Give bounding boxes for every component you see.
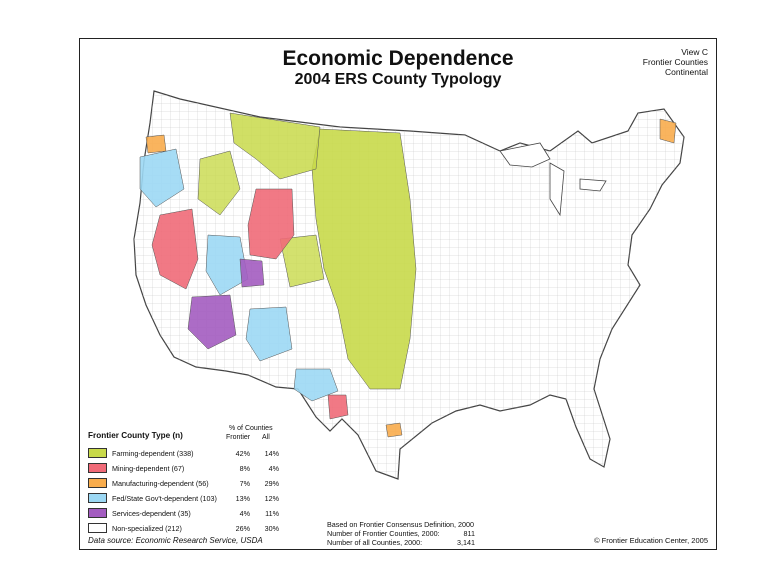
region-mining-texas (327, 394, 349, 420)
legend-row-farming: Farming-dependent (338) 42% 14% (88, 448, 280, 460)
legend-row-government: Fed/State Gov't-dependent (103) 13% 12% (88, 493, 280, 505)
legend-pct-all: 4% (268, 464, 279, 473)
legend-row-mining: Mining-dependent (67) 8% 4% (88, 463, 280, 475)
region-government-newmexico (245, 306, 293, 362)
legend-label: Fed/State Gov't-dependent (103) (112, 494, 217, 503)
view-label: View C Frontier Counties Continental (643, 47, 708, 77)
notes-frontier-count: Number of Frontier Counties, 2000: 811 (327, 529, 475, 538)
legend: Frontier County Type (n) % of Counties F… (82, 419, 282, 533)
great-lakes (499, 142, 607, 217)
legend-swatch-services (88, 508, 107, 518)
legend-header-all: All (262, 434, 270, 441)
legend-swatch-manufacturing (88, 478, 107, 488)
region-mining-nevada (151, 208, 199, 290)
region-services-colorado (239, 258, 265, 288)
view-line-1: View C (681, 47, 708, 57)
map-frame: Economic Dependence 2004 ERS County Typo… (79, 38, 717, 550)
region-farming-idaho (197, 150, 241, 216)
notes-frontier-value: 811 (463, 529, 475, 538)
legend-label: Services-dependent (35) (112, 509, 191, 518)
legend-label: Mining-dependent (67) (112, 464, 185, 473)
notes-frontier-label: Number of Frontier Counties, 2000: (327, 529, 440, 538)
legend-label: Farming-dependent (338) (112, 449, 194, 458)
legend-swatch-mining (88, 463, 107, 473)
region-government-west (139, 148, 185, 208)
notes-all-label: Number of all Counties, 2000: (327, 538, 423, 547)
legend-header-frontier: Frontier (226, 434, 251, 441)
view-line-2: Frontier Counties (642, 57, 708, 67)
notes-line-1: Based on Frontier Consensus Definition, … (327, 520, 475, 529)
map-title: Economic Dependence (282, 47, 514, 70)
legend-swatch-government (88, 493, 107, 503)
legend-header-percent: % of Counties (229, 425, 273, 432)
legend-pct-frontier: 7% (239, 479, 250, 488)
legend-pct-all: 29% (264, 479, 279, 488)
legend-pct-all: 12% (264, 494, 279, 503)
us-county-map (133, 90, 685, 480)
legend-swatch-nonspecialized (88, 523, 107, 533)
copyright: © Frontier Education Center, 2005 (594, 536, 708, 545)
view-line-3: Continental (664, 67, 708, 77)
notes-all-value: 3,141 (457, 538, 475, 547)
map-subtitle: 2004 ERS County Typology (294, 71, 502, 88)
legend-label: Non-specialized (212) (112, 524, 182, 533)
legend-swatch-farming (88, 448, 107, 458)
legend-pct-all: 30% (264, 524, 279, 533)
legend-pct-frontier: 13% (235, 494, 250, 503)
legend-pct-frontier: 8% (239, 464, 250, 473)
legend-label: Manufacturing-dependent (56) (112, 479, 209, 488)
legend-row-services: Services-dependent (35) 4% 11% (88, 508, 280, 520)
definition-notes: Based on Frontier Consensus Definition, … (327, 520, 475, 547)
legend-pct-frontier: 26% (235, 524, 250, 533)
notes-all-count: Number of all Counties, 2000: 3,141 (327, 538, 475, 547)
region-government-utah (205, 234, 249, 296)
region-government-texas (293, 368, 339, 402)
legend-pct-frontier: 4% (239, 509, 250, 518)
legend-row-manufacturing: Manufacturing-dependent (56) 7% 29% (88, 478, 280, 490)
region-farming-plains (311, 128, 417, 390)
region-farming-colorado (279, 234, 325, 288)
legend-pct-all: 11% (265, 509, 279, 518)
region-manufacturing-maine (659, 118, 677, 144)
region-mining-wyoming (247, 188, 295, 260)
region-farming-montana (229, 112, 321, 180)
legend-title: Frontier County Type (n) (88, 431, 183, 440)
legend-pct-frontier: 42% (235, 449, 250, 458)
legend-row-nonspecialized: Non-specialized (212) 26% 30% (88, 523, 280, 535)
region-manufacturing-gulf (385, 422, 403, 438)
legend-pct-all: 14% (264, 449, 279, 458)
data-source: Data source: Economic Research Service, … (88, 536, 263, 545)
region-services-arizona (187, 294, 237, 350)
region-manufacturing-oregon (145, 134, 167, 154)
